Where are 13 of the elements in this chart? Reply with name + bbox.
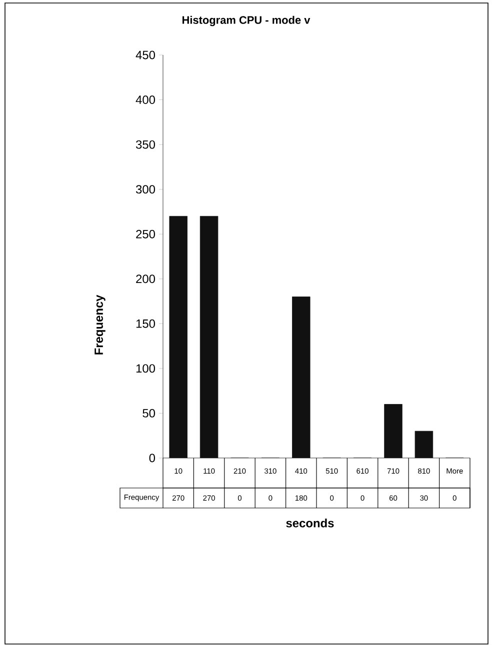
chart-title: Histogram CPU - mode v [182,16,310,26]
y-tick-label: 50 [142,408,156,418]
y-axis-title: Frequency [94,294,106,354]
y-tick-label: 450 [136,50,156,60]
y-tick-label: 350 [136,140,156,149]
y-tick-label: 250 [136,230,156,238]
y-tick-label: 200 [136,274,156,284]
y-tick-label: 0 [149,454,156,462]
y-tick-label: 400 [136,96,156,104]
y-tick-label: 100 [136,364,156,373]
y-tick-label: 300 [136,185,156,194]
x-axis-title: seconds [286,518,334,528]
y-tick-label: 150 [136,319,156,328]
